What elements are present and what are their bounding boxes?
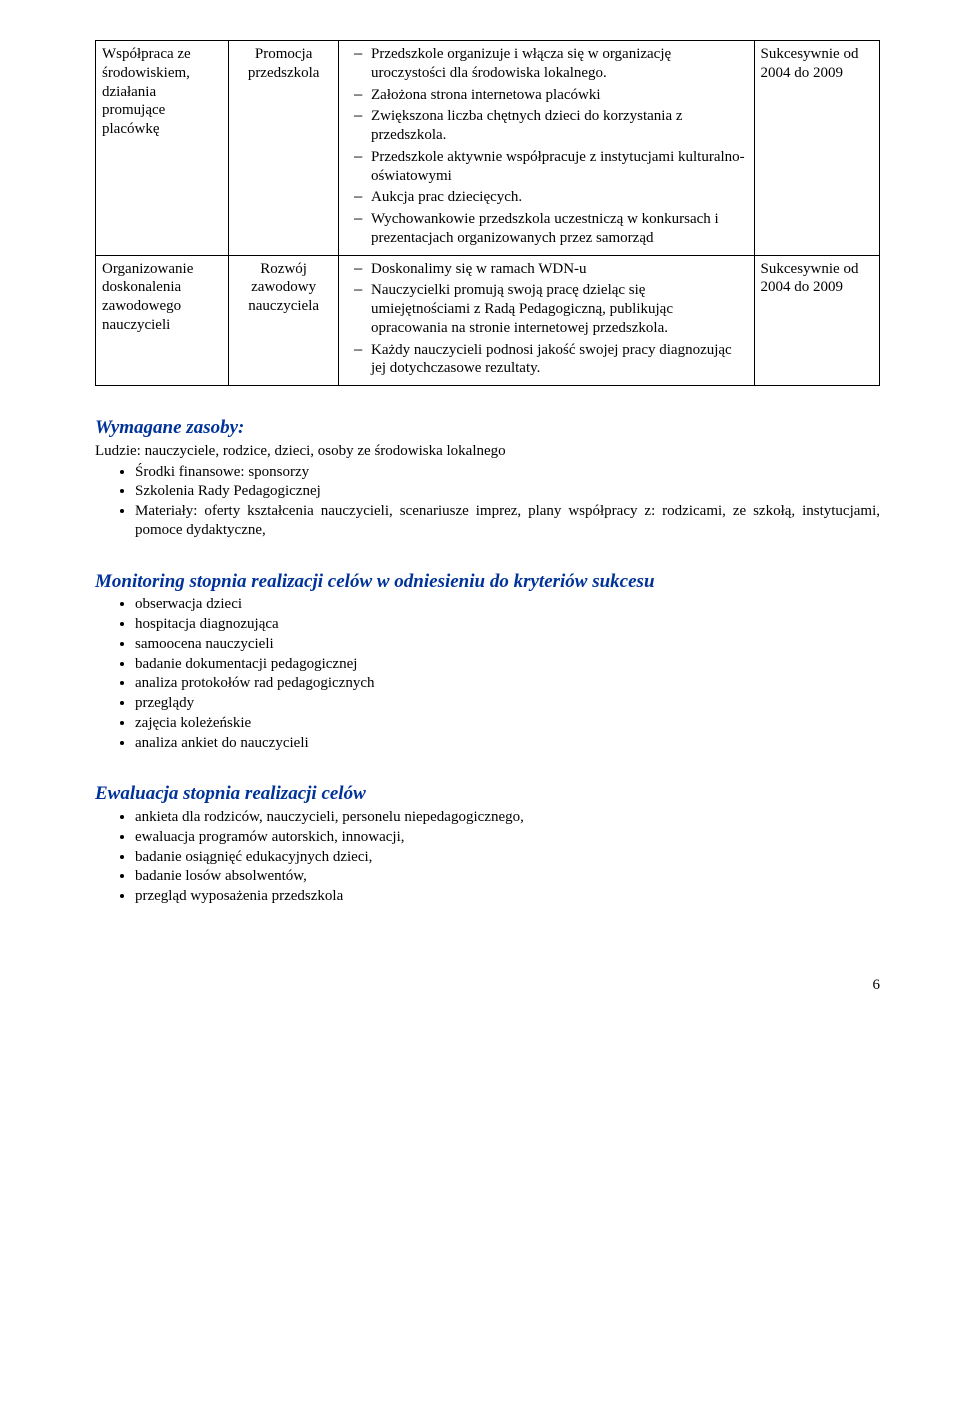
cell-category: Rozwój zawodowy nauczyciela — [229, 255, 339, 386]
list-item: zajęcia koleżeńskie — [135, 714, 880, 733]
section-title-resources: Wymagane zasoby: — [95, 416, 880, 440]
cell-timeline: Sukcesywnie od 2004 do 2009 — [754, 41, 879, 256]
list-item: badanie dokumentacji pedagogicznej — [135, 655, 880, 674]
detail-list: −Doskonalimy się w ramach WDN-u −Nauczyc… — [345, 260, 748, 379]
table-row: Organizowanie doskonalenia zawodowego na… — [96, 255, 880, 386]
cell-details: −Przedszkole organizuje i włącza się w o… — [339, 41, 755, 256]
list-item: badanie losów absolwentów, — [135, 867, 880, 886]
list-item: hospitacja diagnozująca — [135, 615, 880, 634]
list-item: Założona strona internetowa placówki — [371, 86, 748, 105]
detail-list: −Przedszkole organizuje i włącza się w o… — [345, 45, 748, 248]
list-item: Środki finansowe: sponsorzy — [135, 463, 880, 482]
list-item: Przedszkole organizuje i włącza się w or… — [371, 45, 748, 83]
list-item: Każdy nauczycieli podnosi jakość swojej … — [371, 341, 748, 379]
resources-list: Środki finansowe: sponsorzy Szkolenia Ra… — [95, 463, 880, 540]
section-title-monitoring: Monitoring stopnia realizacji celów w od… — [95, 570, 880, 594]
activity-table: Współpraca ze środowiskiem, działania pr… — [95, 40, 880, 386]
list-item: obserwacja dzieci — [135, 595, 880, 614]
list-item: analiza ankiet do nauczycieli — [135, 734, 880, 753]
list-item: Przedszkole aktywnie współpracuje z inst… — [371, 148, 748, 186]
list-item: ankieta dla rodziców, nauczycieli, perso… — [135, 808, 880, 827]
list-item: przegląd wyposażenia przedszkola — [135, 887, 880, 906]
table-row: Współpraca ze środowiskiem, działania pr… — [96, 41, 880, 256]
cell-category: Promocja przedszkola — [229, 41, 339, 256]
cell-topic: Współpraca ze środowiskiem, działania pr… — [96, 41, 229, 256]
list-item: badanie osiągnięć edukacyjnych dzieci, — [135, 848, 880, 867]
cell-timeline: Sukcesywnie od 2004 do 2009 — [754, 255, 879, 386]
cell-details: −Doskonalimy się w ramach WDN-u −Nauczyc… — [339, 255, 755, 386]
list-item: Zwiększona liczba chętnych dzieci do kor… — [371, 107, 748, 145]
list-item: Aukcja prac dziecięcych. — [371, 188, 748, 207]
list-item: przeglądy — [135, 694, 880, 713]
list-item: samoocena nauczycieli — [135, 635, 880, 654]
section-title-evaluation: Ewaluacja stopnia realizacji celów — [95, 782, 880, 806]
section-intro: Ludzie: nauczyciele, rodzice, dzieci, os… — [95, 442, 880, 461]
list-item: Materiały: oferty kształcenia nauczyciel… — [135, 502, 880, 540]
evaluation-list: ankieta dla rodziców, nauczycieli, perso… — [95, 808, 880, 906]
list-item: Wychowankowie przedszkola uczestniczą w … — [371, 210, 748, 248]
list-item: analiza protokołów rad pedagogicznych — [135, 674, 880, 693]
list-item: Doskonalimy się w ramach WDN-u — [371, 260, 748, 279]
monitoring-list: obserwacja dzieci hospitacja diagnozując… — [95, 595, 880, 752]
list-item: ewaluacja programów autorskich, innowacj… — [135, 828, 880, 847]
cell-topic: Organizowanie doskonalenia zawodowego na… — [96, 255, 229, 386]
page-number: 6 — [95, 976, 880, 995]
list-item: Nauczycielki promują swoją pracę dzieląc… — [371, 281, 748, 337]
list-item: Szkolenia Rady Pedagogicznej — [135, 482, 880, 501]
